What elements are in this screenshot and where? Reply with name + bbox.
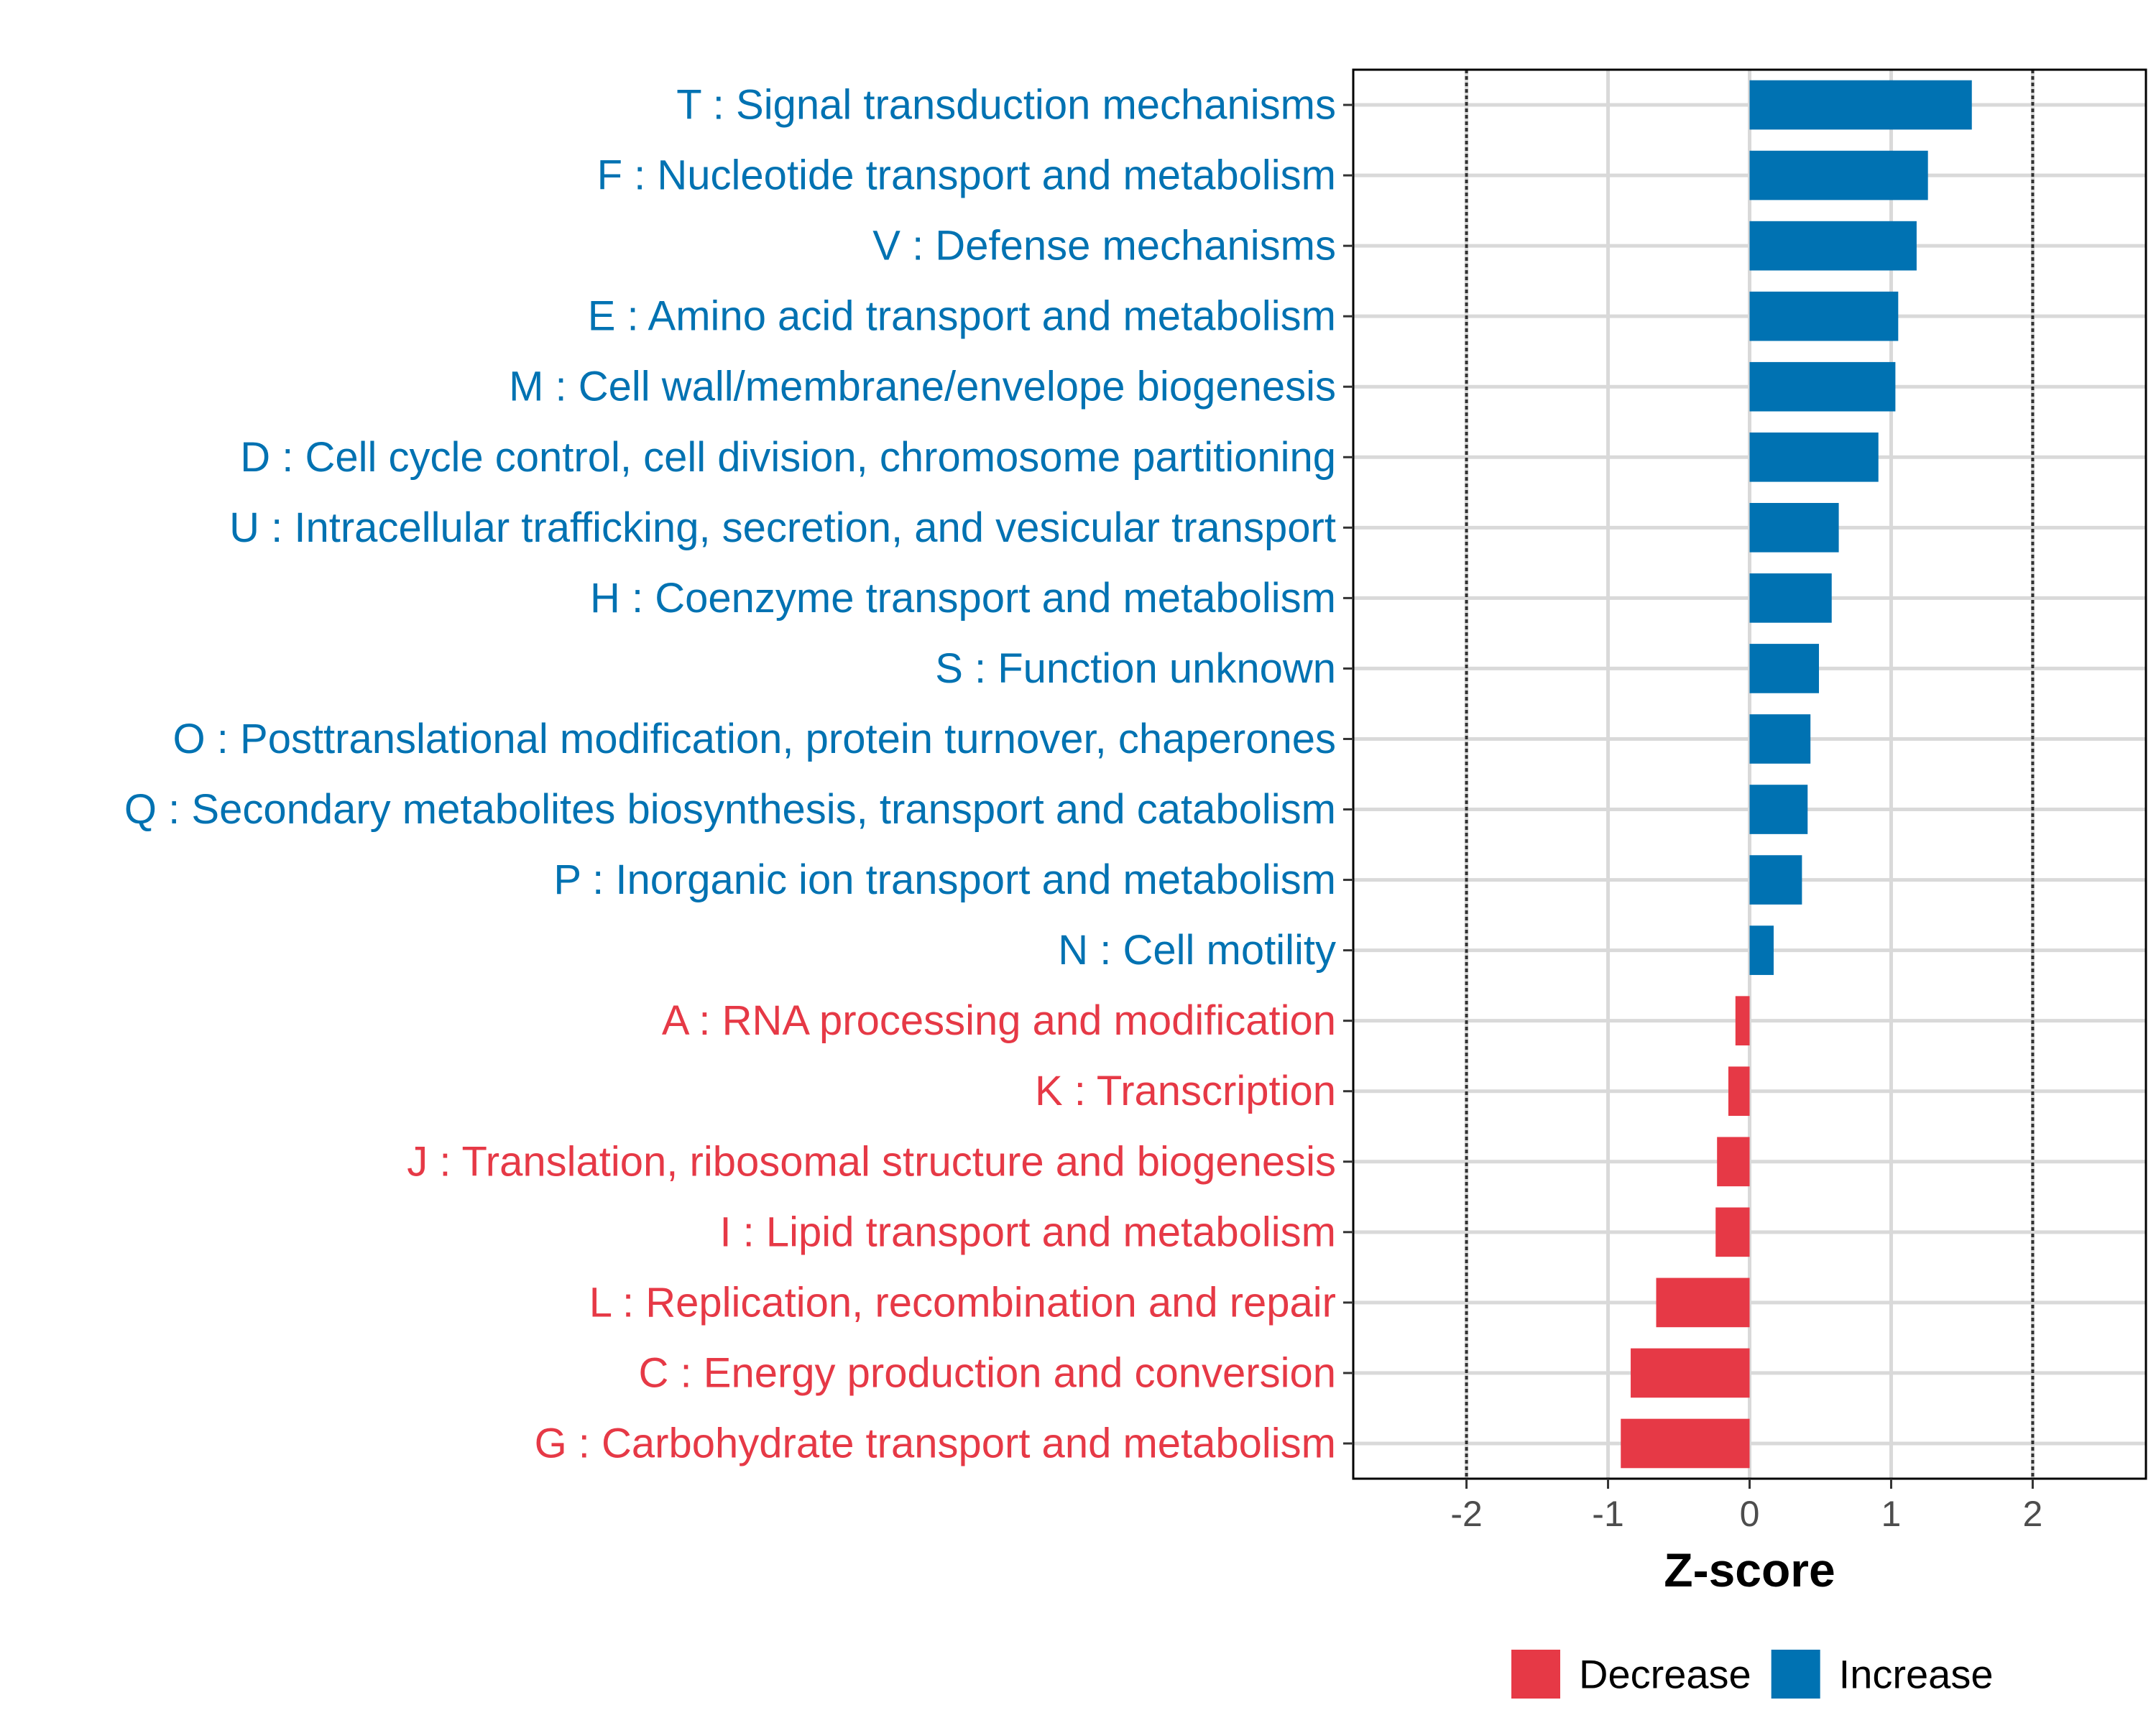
- legend-key: [1511, 1650, 1560, 1699]
- category-label: L : Replication, recombination and repai…: [589, 1279, 1336, 1326]
- category-label: S : Function unknown: [935, 645, 1336, 692]
- category-label: N : Cell motility: [1058, 927, 1336, 974]
- bar: [1749, 925, 1774, 975]
- bar: [1656, 1277, 1750, 1328]
- category-label: O : Posttranslational modification, prot…: [173, 716, 1336, 762]
- bar: [1749, 785, 1808, 834]
- category-label: A : RNA processing and modification: [662, 997, 1336, 1044]
- reference-lines: [1465, 70, 2035, 1479]
- x-axis-ticks: -2 -1 0 1 2: [1450, 1479, 2042, 1534]
- grid-layer: [1353, 70, 2146, 1479]
- x-tick-label: 2: [2023, 1494, 2043, 1534]
- category-label: I : Lipid transport and metabolism: [719, 1209, 1336, 1255]
- category-label: P : Inorganic ion transport and metaboli…: [553, 856, 1336, 903]
- bar: [1728, 1066, 1750, 1117]
- bar: [1715, 1207, 1750, 1257]
- category-label: U : Intracellular trafficking, secretion…: [229, 504, 1336, 551]
- category-label: G : Carbohydrate transport and metabolis…: [535, 1420, 1336, 1466]
- x-tick-label: -1: [1592, 1494, 1623, 1534]
- category-label: D : Cell cycle control, cell division, c…: [240, 434, 1336, 481]
- category-label: K : Transcription: [1035, 1068, 1336, 1114]
- bar: [1749, 503, 1839, 553]
- category-label: J : Translation, ribosomal structure and…: [407, 1138, 1336, 1185]
- x-tick-label: 1: [1881, 1494, 1902, 1534]
- category-label: Q : Secondary metabolites biosynthesis, …: [124, 786, 1336, 833]
- bar: [1717, 1137, 1750, 1187]
- bars: [1621, 80, 1972, 1469]
- category-label: C : Energy production and conversion: [639, 1349, 1336, 1396]
- bar: [1749, 573, 1832, 623]
- bar: [1631, 1348, 1750, 1398]
- bar: [1749, 855, 1802, 905]
- bar: [1749, 644, 1820, 693]
- category-label: H : Coenzyme transport and metabolism: [590, 575, 1336, 622]
- bar: [1749, 361, 1896, 412]
- bar: [1749, 150, 1928, 200]
- bar: [1749, 221, 1917, 271]
- bar: [1749, 291, 1899, 341]
- bar: [1749, 80, 1972, 130]
- legend: Decrease Increase: [1511, 1650, 1993, 1699]
- category-label: M : Cell wall/membrane/envelope biogenes…: [509, 364, 1336, 410]
- bar: [1735, 996, 1750, 1045]
- x-axis-title: Z-score: [1664, 1543, 1835, 1597]
- category-label: V : Defense mechanisms: [872, 223, 1336, 269]
- bar: [1621, 1418, 1750, 1469]
- x-tick-label: 0: [1740, 1494, 1760, 1534]
- category-label: F : Nucleotide transport and metabolism: [597, 152, 1336, 199]
- legend-label: Increase: [1839, 1652, 1994, 1697]
- bar: [1749, 714, 1811, 764]
- x-tick-label: -2: [1450, 1494, 1482, 1534]
- category-label: E : Amino acid transport and metabolism: [588, 293, 1336, 340]
- legend-label: Decrease: [1579, 1652, 1751, 1697]
- bar: [1749, 432, 1879, 482]
- legend-key: [1771, 1650, 1820, 1699]
- y-axis-ticks: T : Signal transduction mechanisms F : Nu…: [124, 82, 1353, 1466]
- category-label: T : Signal transduction mechanisms: [676, 82, 1336, 129]
